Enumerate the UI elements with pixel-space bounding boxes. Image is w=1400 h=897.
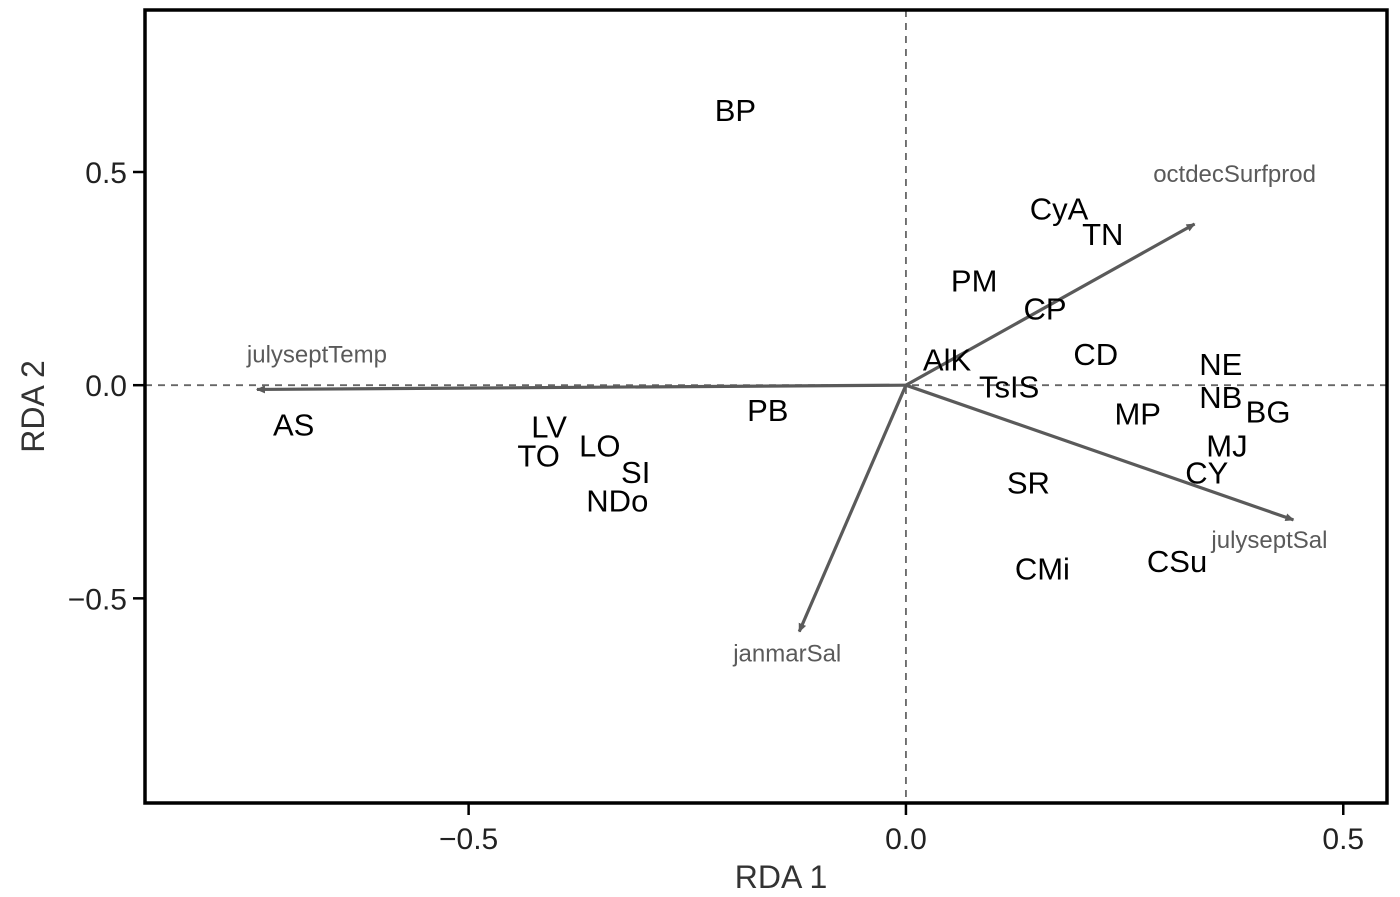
site-label-CY: CY	[1185, 456, 1228, 491]
site-label-SR: SR	[1007, 465, 1050, 500]
site-label-AS: AS	[273, 407, 314, 442]
vector-label-julyseptTemp: julyseptTemp	[246, 341, 387, 368]
site-label-CyA: CyA	[1030, 191, 1089, 226]
site-label-BP: BP	[715, 93, 756, 128]
site-label-CD: CD	[1073, 337, 1118, 372]
x-tick-label: −0.5	[439, 823, 498, 856]
vector-arrow-julyseptSal	[905, 383, 1295, 522]
vector-label-octdecSurfprod: octdecSurfprod	[1153, 161, 1316, 188]
site-label-TsIS: TsIS	[979, 369, 1039, 404]
x-tick-label: 0.0	[885, 823, 927, 856]
site-label-PB: PB	[747, 393, 788, 428]
vector-arrow-janmarSal	[797, 384, 908, 633]
vector-arrow-octdecSurfprod	[905, 222, 1196, 387]
site-label-PM: PM	[951, 264, 998, 299]
site-label-MP: MP	[1114, 396, 1161, 431]
site-label-CSu: CSu	[1147, 544, 1207, 579]
environmental-vectors: julyseptTemp octdecSurfprod julyseptSal jan…	[246, 161, 1328, 668]
site-label-LO: LO	[579, 428, 620, 463]
y-tick-label: 0.0	[85, 370, 127, 403]
vector-label-julyseptSal: julyseptSal	[1210, 527, 1327, 554]
vector-label-janmarSal: janmarSal	[732, 641, 841, 668]
y-tick-label: −0.5	[68, 583, 127, 616]
axes: −0.5 0.0 0.5 0.5 0.0 −0.5	[68, 157, 1364, 856]
site-label-NDo: NDo	[586, 483, 648, 518]
x-axis-title: RDA 1	[735, 859, 827, 895]
x-tick-label: 0.5	[1322, 823, 1364, 856]
plot-frame	[143, 8, 1389, 805]
site-label-BG: BG	[1246, 395, 1291, 430]
site-label-NE: NE	[1199, 347, 1242, 382]
site-label-AlK: AlK	[923, 343, 972, 378]
site-label-CMi: CMi	[1015, 552, 1070, 587]
site-label-NB: NB	[1199, 380, 1242, 415]
vector-arrow-julyseptTemp	[255, 383, 906, 394]
site-label-SI: SI	[621, 455, 650, 490]
site-label-TO: TO	[517, 439, 560, 474]
y-axis-title: RDA 2	[15, 360, 51, 452]
y-tick-label: 0.5	[85, 157, 127, 190]
reference-lines	[145, 10, 1387, 803]
site-label-TN: TN	[1082, 217, 1123, 252]
site-label-LV: LV	[531, 410, 567, 445]
site-label-MJ: MJ	[1206, 429, 1247, 464]
site-label-CP: CP	[1023, 291, 1066, 326]
